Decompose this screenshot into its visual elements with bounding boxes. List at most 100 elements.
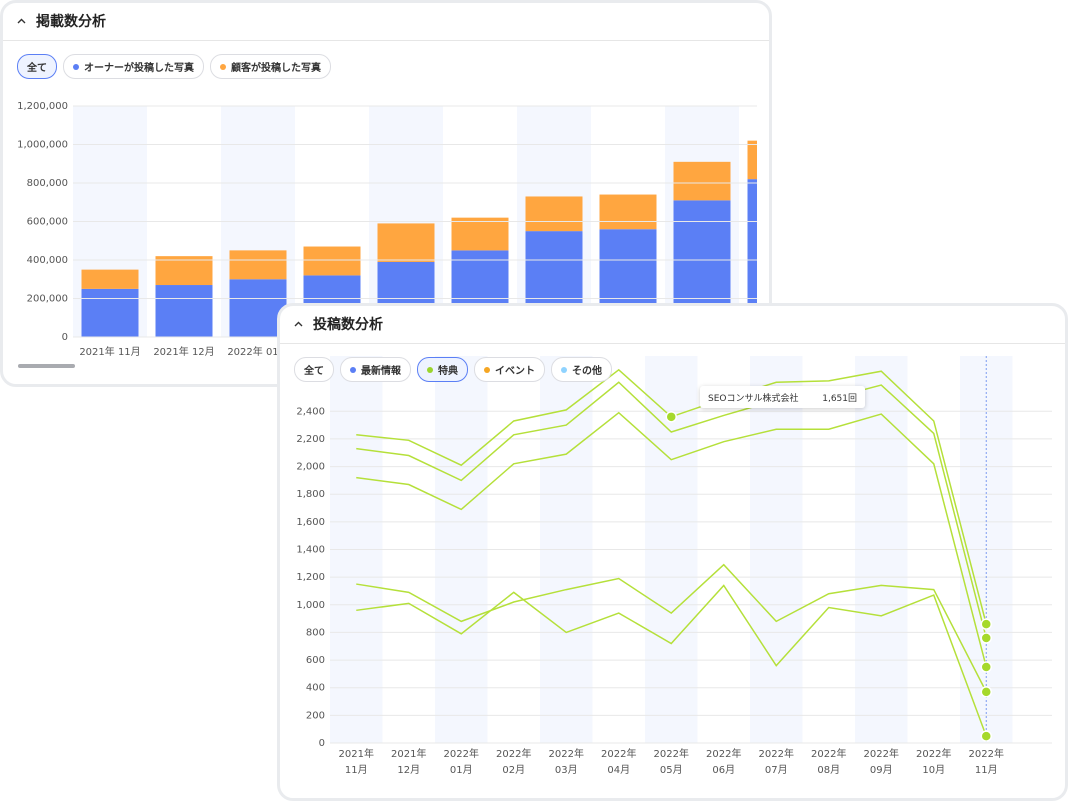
y-tick-label: 1,200 xyxy=(296,572,325,583)
point xyxy=(980,661,992,673)
y-tick-label: 1,000 xyxy=(296,600,325,611)
x-tick-label: 2022年 07月 xyxy=(758,749,794,776)
tooltip-value: 1,651回 xyxy=(822,393,857,404)
bar xyxy=(451,217,509,251)
chip-label: 最新情報 xyxy=(361,366,401,377)
x-tick-label: 2021年 11月 xyxy=(79,345,140,358)
bar xyxy=(377,223,435,262)
card-header[interactable]: 投稿数分析 xyxy=(294,314,383,334)
x-tick-label: 2021年 12月 xyxy=(391,749,427,776)
y-tick-label: 200,000 xyxy=(27,294,68,305)
divider xyxy=(3,40,769,41)
card-header[interactable]: 掲載数分析 xyxy=(17,11,106,31)
bar xyxy=(747,179,757,337)
x-tick-label: 2022年 10月 xyxy=(916,749,952,776)
filter-chip[interactable]: 顧客が投稿した写真 xyxy=(210,54,331,79)
chip-label: 特典 xyxy=(438,366,458,377)
y-tick-label: 1,800 xyxy=(296,489,325,500)
y-tick-label: 800 xyxy=(306,627,325,638)
point xyxy=(980,632,992,644)
line xyxy=(356,411,987,668)
x-tick-label: 2022年 01月 xyxy=(443,749,479,776)
y-tick-label: 200 xyxy=(306,710,325,721)
divider xyxy=(280,343,1065,344)
bar xyxy=(673,161,731,201)
bar xyxy=(303,246,361,276)
bar xyxy=(81,269,139,289)
filter-chip[interactable]: 特典 xyxy=(417,357,468,382)
bar xyxy=(747,140,757,180)
x-tick-label: 2022年 01月 xyxy=(227,345,288,358)
bar xyxy=(155,256,213,286)
filter-chips: 全て 最新情報 特典 イベント その他 xyxy=(294,357,612,382)
filter-chips: 全て オーナーが投稿した写真 顧客が投稿した写真 xyxy=(17,54,331,79)
x-tick-label: 2021年 11月 xyxy=(338,749,374,776)
x-tick-label: 2022年 04月 xyxy=(601,749,637,776)
point xyxy=(980,730,992,742)
y-tick-label: 0 xyxy=(62,332,68,343)
bar xyxy=(599,194,657,230)
bar xyxy=(155,285,213,337)
x-tick-label: 2022年 11月 xyxy=(968,749,1004,776)
legend-dot xyxy=(561,366,567,373)
chevron xyxy=(294,321,303,327)
scrollbar[interactable] xyxy=(18,364,75,368)
line xyxy=(356,563,987,693)
card-title: 掲載数分析 xyxy=(36,14,106,30)
y-tick-label: 600 xyxy=(306,655,325,666)
x-tick-label: 2021年 12月 xyxy=(153,345,214,358)
bar xyxy=(229,250,287,280)
chip-label: イベント xyxy=(495,366,535,377)
y-tick-label: 400,000 xyxy=(27,255,68,266)
filter-chip[interactable]: 全て xyxy=(294,357,334,382)
y-tick-label: 1,000,000 xyxy=(17,140,68,151)
filter-chip[interactable]: 全て xyxy=(17,54,57,79)
y-tick-label: 600,000 xyxy=(27,217,68,228)
point xyxy=(980,618,992,630)
y-tick-label: 0 xyxy=(319,738,325,749)
bar xyxy=(525,196,583,232)
filter-chip[interactable]: その他 xyxy=(551,357,612,382)
legend-dot xyxy=(350,366,356,373)
x-tick-label: 2022年 05月 xyxy=(653,749,689,776)
chevron xyxy=(17,18,26,24)
legend-dot xyxy=(73,63,79,70)
x-tick-label: 2022年 09月 xyxy=(863,749,899,776)
x-tick-label: 2022年 02月 xyxy=(496,749,532,776)
chip-label: 全て xyxy=(304,366,324,377)
card: 0 200 400 600 800 1,000 1,200 1,400 1,600 1,800 2,… xyxy=(277,303,1068,801)
chip-label: オーナーが投稿した写真 xyxy=(84,63,194,74)
x-tick-label: 2022年 08月 xyxy=(811,749,847,776)
card-title: 投稿数分析 xyxy=(313,317,383,333)
chart: 0 200 400 600 800 1,000 1,200 1,400 1,600 1,800 2,… xyxy=(296,356,1052,749)
chart: 0 200,000 400,000 600,000 800,000 1,000,000 1,… xyxy=(17,101,757,358)
y-tick-label: 1,600 xyxy=(296,517,325,528)
filter-chip[interactable]: イベント xyxy=(474,357,545,382)
filter-chip[interactable]: オーナーが投稿した写真 xyxy=(63,54,204,79)
y-tick-label: 400 xyxy=(306,683,325,694)
highlight-point xyxy=(665,411,677,423)
tooltip: SEOコンサル株式会社 1,651回 xyxy=(700,386,865,408)
legend-dot xyxy=(220,63,226,70)
chip-label: 全て xyxy=(27,63,47,74)
chip-label: その他 xyxy=(572,366,602,377)
line xyxy=(356,381,987,639)
line xyxy=(356,584,987,737)
legend-dot xyxy=(484,366,490,373)
x-tick-label: 2022年 06月 xyxy=(706,749,742,776)
y-tick-label: 1,400 xyxy=(296,545,325,556)
y-tick-label: 2,200 xyxy=(296,434,325,445)
y-tick-label: 800,000 xyxy=(27,178,68,189)
y-tick-label: 2,400 xyxy=(296,406,325,417)
tooltip-name: SEOコンサル株式会社 xyxy=(708,393,799,404)
filter-chip[interactable]: 最新情報 xyxy=(340,357,411,382)
bar xyxy=(81,288,139,337)
point xyxy=(980,686,992,698)
chip-label: 顧客が投稿した写真 xyxy=(231,63,321,74)
legend-dot xyxy=(427,366,433,373)
card: 0 200,000 400,000 600,000 800,000 1,000,000 1,… xyxy=(0,0,772,387)
x-tick-label: 2022年 03月 xyxy=(548,749,584,776)
y-tick-label: 2,000 xyxy=(296,462,325,473)
y-tick-label: 1,200,000 xyxy=(17,101,68,112)
